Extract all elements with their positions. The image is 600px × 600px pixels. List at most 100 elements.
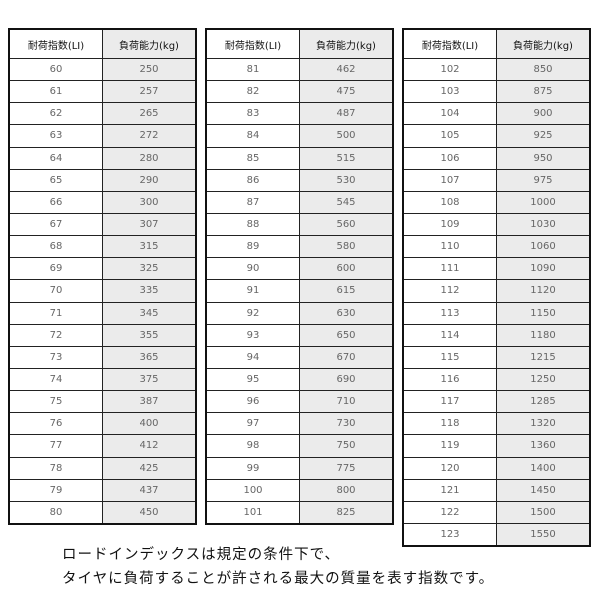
load-capacity-cell: 400 [102, 413, 195, 435]
load-capacity-cell: 730 [299, 413, 392, 435]
table-row: 104 900 [404, 102, 589, 125]
table-row: 111 1090 [404, 257, 589, 280]
note-line-1: ロードインデックスは規定の条件下で、 [62, 547, 340, 563]
load-capacity-cell: 500 [299, 125, 392, 147]
table-row: 65 290 [10, 168, 195, 191]
table-row: 101 825 [207, 500, 392, 523]
load-capacity-cell: 1500 [496, 501, 589, 523]
load-capacity-cell: 560 [299, 213, 392, 236]
load-index-table-2: 耐荷指数(LI) 負荷能力(kg) 81 462 82 475 83 487 84 500 85 51… [205, 28, 394, 525]
load-index-cell: 90 [246, 263, 260, 275]
table-row: 76 400 [10, 412, 195, 435]
load-capacity-cell: 1120 [496, 280, 589, 302]
load-capacity-cell: 425 [102, 457, 195, 479]
load-capacity-cell: 580 [299, 236, 392, 258]
load-index-cell: 91 [246, 285, 260, 297]
load-capacity-cell: 1215 [496, 346, 589, 368]
table-row: 91 615 [207, 279, 392, 302]
load-index-cell: 82 [246, 86, 260, 98]
table-row: 68 315 [10, 235, 195, 258]
load-capacity-cell: 487 [299, 103, 392, 125]
load-capacity-cell: 530 [299, 169, 392, 191]
load-capacity-cell: 1030 [496, 213, 589, 236]
load-index-cell: 120 [440, 462, 460, 474]
load-capacity-cell: 545 [299, 191, 392, 213]
table-row: 119 1360 [404, 434, 589, 457]
table-row: 67 307 [10, 212, 195, 236]
table-row: 88 560 [207, 212, 392, 236]
table-row: 121 1450 [404, 478, 589, 501]
load-capacity-cell: 257 [102, 81, 195, 103]
table-row: 113 1150 [404, 301, 589, 324]
load-index-cell: 66 [49, 196, 63, 208]
table-row: 77 412 [10, 434, 195, 457]
load-capacity-cell: 650 [299, 324, 392, 346]
load-index-cell: 123 [440, 529, 460, 541]
table-row: 117 1285 [404, 390, 589, 413]
load-index-cell: 110 [440, 241, 460, 253]
load-capacity-cell: 800 [299, 479, 392, 501]
load-capacity-cell: 925 [496, 125, 589, 147]
table-row: 78 425 [10, 456, 195, 479]
load-index-cell: 73 [49, 351, 63, 363]
table-row: 99 775 [207, 456, 392, 479]
load-index-cell: 98 [246, 440, 260, 452]
load-capacity-cell: 875 [496, 81, 589, 103]
load-capacity-cell: 315 [102, 236, 195, 258]
table-row: 107 975 [404, 168, 589, 191]
load-index-cell: 79 [49, 484, 63, 496]
load-index-cell: 105 [440, 130, 460, 142]
table-row: 75 387 [10, 390, 195, 413]
table-row: 66 300 [10, 190, 195, 213]
load-capacity-cell: 1320 [496, 413, 589, 435]
load-index-cell: 67 [49, 219, 63, 231]
load-index-cell: 117 [440, 396, 460, 408]
load-capacity-cell: 825 [299, 501, 392, 523]
load-capacity-cell: 462 [299, 59, 392, 81]
load-index-cell: 64 [49, 152, 63, 164]
load-capacity-cell: 670 [299, 346, 392, 368]
load-index-cell: 114 [440, 329, 460, 341]
table-row: 72 355 [10, 323, 195, 346]
table-row: 108 1000 [404, 190, 589, 213]
load-index-cell: 113 [440, 307, 460, 319]
load-index-cell: 84 [246, 130, 260, 142]
table-row: 123 1550 [404, 522, 589, 546]
load-index-cell: 83 [246, 108, 260, 120]
load-capacity-cell: 1400 [496, 457, 589, 479]
table-row: 116 1250 [404, 367, 589, 391]
load-capacity-cell: 1060 [496, 236, 589, 258]
load-index-cell: 68 [49, 241, 63, 253]
load-index-cell: 77 [49, 440, 63, 452]
load-capacity-cell: 850 [496, 59, 589, 81]
load-index-cell: 72 [49, 329, 63, 341]
load-capacity-cell: 1450 [496, 479, 589, 501]
load-index-cell: 88 [246, 219, 260, 231]
load-capacity-cell: 690 [299, 368, 392, 391]
load-index-cell: 111 [440, 263, 460, 275]
load-capacity-cell: 1180 [496, 324, 589, 346]
table-row: 92 630 [207, 301, 392, 324]
table-row: 86 530 [207, 168, 392, 191]
load-index-table-3: 耐荷指数(LI) 負荷能力(kg) 102 850 103 875 104 900 105 925… [402, 28, 591, 548]
header-row: 耐荷指数(LI) 負荷能力(kg) [207, 30, 392, 58]
table-row: 82 475 [207, 80, 392, 103]
table-row: 60 250 [10, 58, 195, 81]
load-index-cell: 92 [246, 307, 260, 319]
load-index-cell: 109 [440, 219, 460, 231]
load-index-cell: 96 [246, 396, 260, 408]
load-index-cell: 116 [440, 374, 460, 386]
load-index-cell: 62 [49, 108, 63, 120]
table-row: 90 600 [207, 257, 392, 280]
load-index-cell: 85 [246, 152, 260, 164]
load-index-cell: 61 [49, 86, 63, 98]
table-row: 89 580 [207, 235, 392, 258]
load-capacity-cell: 290 [102, 169, 195, 191]
load-index-cell: 89 [246, 241, 260, 253]
table-row: 112 1120 [404, 279, 589, 302]
load-capacity-cell: 387 [102, 391, 195, 413]
load-index-cell: 119 [440, 440, 460, 452]
header-load-index: 耐荷指数(LI) [224, 40, 282, 52]
load-index-cell: 78 [49, 462, 63, 474]
load-capacity-cell: 355 [102, 324, 195, 346]
